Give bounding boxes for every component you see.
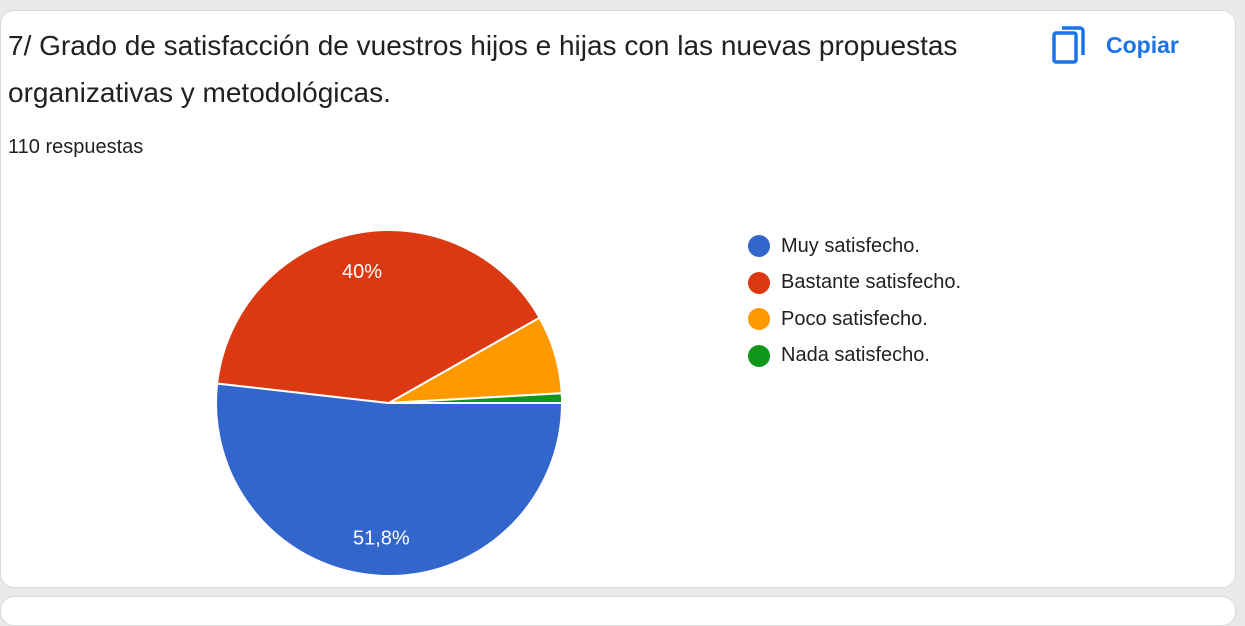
legend-item-0[interactable]: Muy satisfecho.: [748, 228, 961, 265]
legend-label: Muy satisfecho.: [781, 234, 920, 257]
pie-chart: 51,8% 40%: [215, 229, 564, 577]
chart-legend: Muy satisfecho. Bastante satisfecho. Poco …: [748, 228, 961, 374]
response-count: 110 respuestas: [8, 136, 144, 158]
slice-label-0: 51,8%: [353, 528, 410, 550]
pie-slice-0[interactable]: [215, 382, 564, 577]
slice-label-1: 40%: [342, 261, 382, 283]
legend-item-2[interactable]: Poco satisfecho.: [748, 301, 961, 338]
legend-swatch: [748, 344, 770, 367]
copy-chart-button[interactable]: Copiar: [1052, 20, 1179, 70]
question-card: [0, 10, 1236, 588]
legend-label: Poco satisfecho.: [781, 307, 928, 330]
legend-swatch: [748, 271, 770, 294]
copy-icon: [1052, 25, 1086, 65]
legend-swatch: [748, 235, 770, 258]
legend-swatch: [748, 308, 770, 331]
legend-item-1[interactable]: Bastante satisfecho.: [748, 265, 961, 302]
legend-item-3[interactable]: Nada satisfecho.: [748, 338, 961, 375]
pie-slice-1[interactable]: [215, 229, 541, 405]
pie-slice-3[interactable]: [388, 392, 564, 404]
question-title: 7/ Grado de satisfacción de vuestros hij…: [8, 30, 958, 108]
copy-button-label: Copiar: [1106, 31, 1179, 58]
legend-label: Nada satisfecho.: [781, 344, 930, 367]
legend-label: Bastante satisfecho.: [781, 271, 962, 294]
